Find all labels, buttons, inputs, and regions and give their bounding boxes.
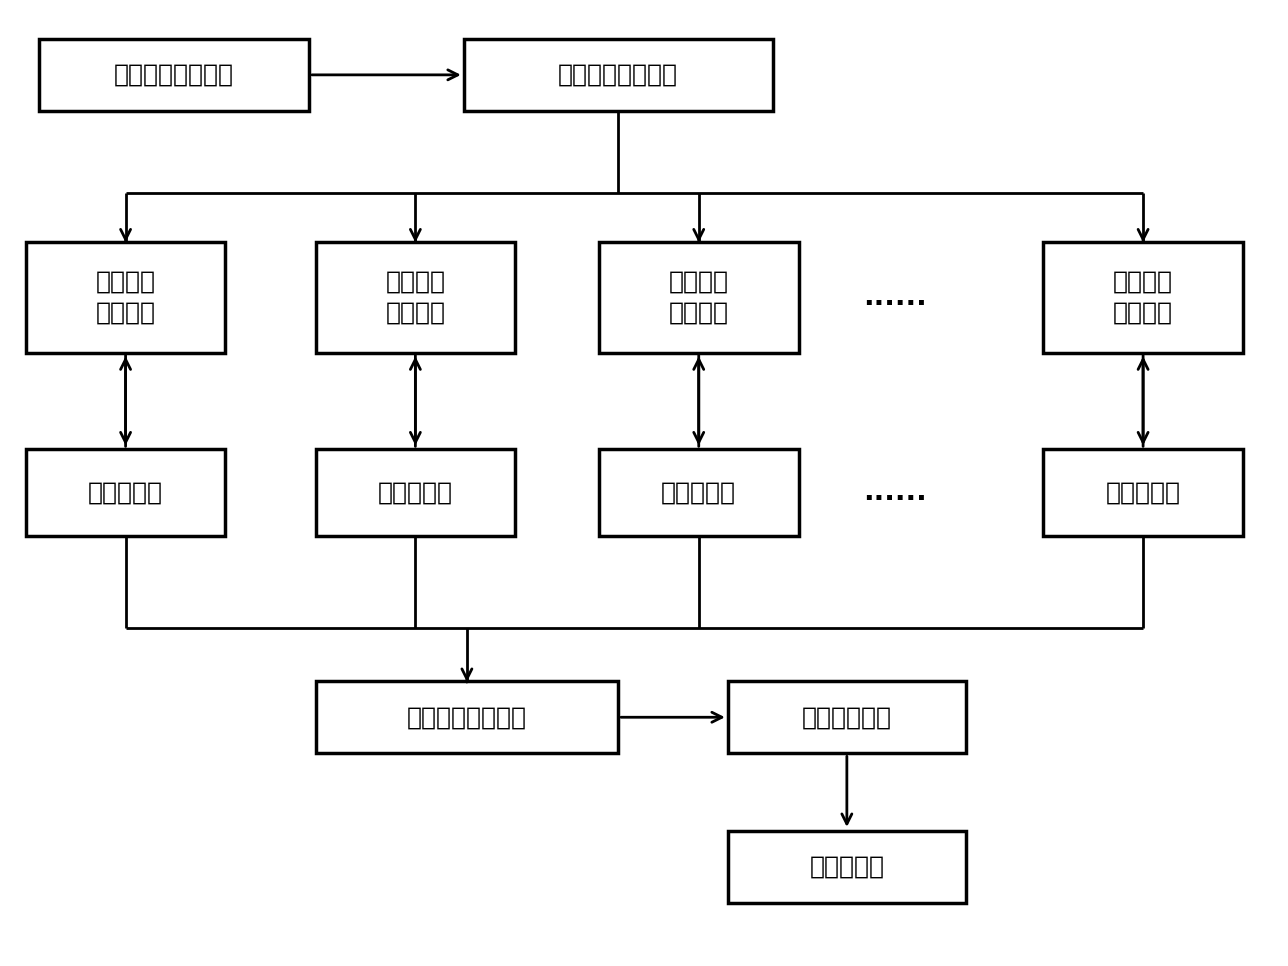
- FancyBboxPatch shape: [728, 831, 966, 903]
- FancyBboxPatch shape: [1043, 449, 1243, 536]
- Text: 卫星信号解调单元: 卫星信号解调单元: [558, 63, 679, 87]
- Text: 时钟同步
调整装置: 时钟同步 调整装置: [95, 270, 156, 325]
- Text: 控制室主机: 控制室主机: [809, 855, 885, 879]
- FancyBboxPatch shape: [26, 449, 225, 536]
- Text: 无线通信单元: 无线通信单元: [802, 705, 891, 729]
- FancyBboxPatch shape: [599, 242, 799, 353]
- Text: 运行参数采集装置: 运行参数采集装置: [407, 705, 527, 729]
- FancyBboxPatch shape: [1043, 242, 1243, 353]
- Text: 时钟同步
调整装置: 时钟同步 调整装置: [668, 270, 729, 325]
- FancyBboxPatch shape: [599, 449, 799, 536]
- FancyBboxPatch shape: [464, 39, 773, 111]
- Text: 被检测装置: 被检测装置: [1105, 481, 1181, 504]
- Text: ......: ......: [863, 283, 927, 310]
- Text: 被检测装置: 被检测装置: [377, 481, 453, 504]
- Text: 被检测装置: 被检测装置: [88, 481, 164, 504]
- FancyBboxPatch shape: [316, 681, 618, 753]
- FancyBboxPatch shape: [39, 39, 309, 111]
- Text: 时钟同步
调整装置: 时钟同步 调整装置: [385, 270, 446, 325]
- Text: 时钟同步
调整装置: 时钟同步 调整装置: [1113, 270, 1173, 325]
- FancyBboxPatch shape: [728, 681, 966, 753]
- FancyBboxPatch shape: [316, 449, 515, 536]
- Text: ......: ......: [863, 478, 927, 505]
- FancyBboxPatch shape: [316, 242, 515, 353]
- FancyBboxPatch shape: [26, 242, 225, 353]
- Text: 卫星信号接收装置: 卫星信号接收装置: [113, 63, 234, 87]
- Text: 被检测装置: 被检测装置: [661, 481, 737, 504]
